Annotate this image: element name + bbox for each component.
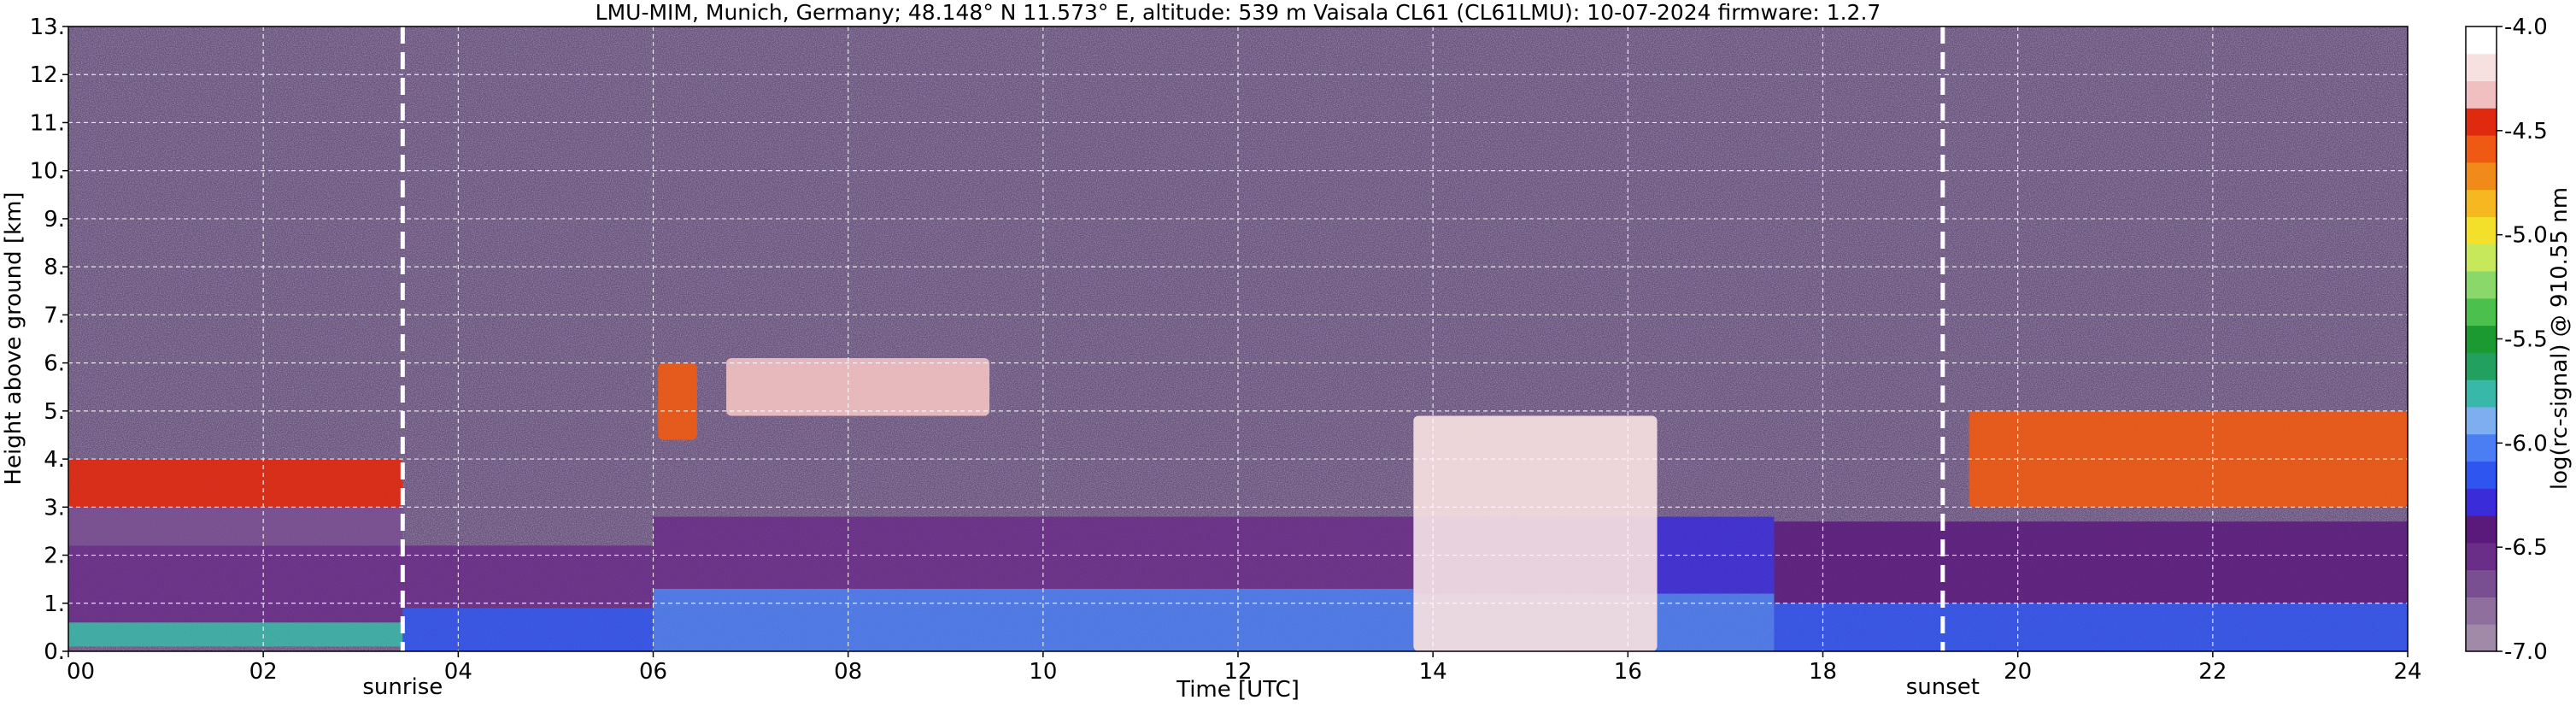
colorbar-swatch-16 <box>2466 189 2497 217</box>
y-tick-label-1: 1. <box>44 591 65 617</box>
colorbar-swatch-13 <box>2466 271 2497 299</box>
y-tick-label-3: 3. <box>44 495 65 521</box>
colorbar-swatch-8 <box>2466 406 2497 435</box>
colorbar-swatch-14 <box>2466 244 2497 272</box>
y-tick-label-2: 2. <box>44 544 65 569</box>
x-tick-label-1: 02 <box>249 659 278 685</box>
colorbar-swatch-22 <box>2466 26 2497 55</box>
colorbar-swatch-3 <box>2466 542 2497 571</box>
colorbar-tick-label-4: -5.0 <box>2504 223 2548 249</box>
y-tick-label-13: 13. <box>30 15 65 40</box>
colorbar-swatch-0 <box>2466 624 2497 652</box>
x-tick-label-0: 00 <box>67 659 95 685</box>
colorbar-swatch-15 <box>2466 216 2497 244</box>
colorbar-swatch-10 <box>2466 352 2497 380</box>
colorbar-swatch-17 <box>2466 162 2497 191</box>
x-tick-label-12: 24 <box>2393 659 2421 685</box>
signal-layers <box>68 357 2408 651</box>
aerosol-layer-9 <box>1774 603 2408 651</box>
sun-markers: sunrise sunset <box>362 26 1980 700</box>
colorbar-tick-label-6: -4.0 <box>2504 15 2548 40</box>
colorbar-ticks: -7.0 -6.5 -6.0 -5.5 -5.0 -4.5 -4.0 <box>2497 15 2548 665</box>
y-tick-label-12: 12. <box>30 62 65 88</box>
y-axis-label: Height above ground [km] <box>1 191 26 485</box>
aerosol-layer-6 <box>653 516 1414 589</box>
colorbar-swatch-6 <box>2466 461 2497 489</box>
x-tick-label-5: 10 <box>1029 659 1057 685</box>
colorbar-label: log(rc-signal) @ 910.55 nm <box>2547 187 2573 490</box>
colorbar-swatch-5 <box>2466 488 2497 516</box>
x-tick-label-8: 16 <box>1614 659 1642 685</box>
colorbar-swatch-20 <box>2466 80 2497 109</box>
cloud-layer-12 <box>658 362 697 440</box>
y-tick-label-7: 7. <box>44 303 65 328</box>
marker-label-sunrise: sunrise <box>362 674 443 700</box>
y-axis-ticks: 0. 1. 2. 3. 4. 5. 6. 7. 8. 9. 10. 11. 12. 13. <box>30 15 68 665</box>
y-tick-label-0: 0. <box>44 639 65 665</box>
colorbar <box>2466 26 2497 652</box>
x-tick-label-3: 06 <box>639 659 667 685</box>
y-tick-label-4: 4. <box>44 447 65 473</box>
x-tick-label-10: 20 <box>2004 659 2032 685</box>
colorbar-swatch-2 <box>2466 569 2497 597</box>
colorbar-tick-label-5: -4.5 <box>2504 119 2548 144</box>
colorbar-swatch-7 <box>2466 433 2497 462</box>
y-tick-label-9: 9. <box>44 207 65 232</box>
y-tick-label-10: 10. <box>30 159 65 185</box>
y-tick-label-8: 8. <box>44 255 65 280</box>
aerosol-layer-2 <box>68 507 403 546</box>
colorbar-swatch-4 <box>2466 515 2497 544</box>
x-tick-label-9: 18 <box>1809 659 1837 685</box>
aerosol-layer-4 <box>402 545 654 609</box>
y-tick-label-11: 11. <box>30 110 65 136</box>
colorbar-swatch-19 <box>2466 108 2497 136</box>
aerosol-layer-0 <box>68 622 403 647</box>
x-tick-label-4: 08 <box>834 659 862 685</box>
colorbar-tick-label-1: -6.5 <box>2504 535 2548 561</box>
x-tick-label-2: 04 <box>444 659 472 685</box>
aerosol-layer-10 <box>1774 521 2408 603</box>
y-tick-label-6: 6. <box>44 351 65 377</box>
colorbar-swatch-1 <box>2466 597 2497 625</box>
x-tick-label-7: 14 <box>1419 659 1447 685</box>
colorbar-tick-label-3: -5.5 <box>2504 327 2548 353</box>
colorbar-swatch-21 <box>2466 53 2497 82</box>
x-axis-label: Time [UTC] <box>1176 677 1300 703</box>
aerosol-layer-5 <box>653 588 1414 651</box>
cloud-layer-13 <box>726 357 990 416</box>
aerosol-layer-3 <box>402 608 654 651</box>
x-tick-label-6: 12 <box>1223 659 1252 685</box>
marker-label-sunset: sunset <box>1906 674 1980 700</box>
x-axis-ticks: 00 02 04 06 08 10 12 14 16 18 20 22 24 <box>67 651 2422 685</box>
aerosol-layer-1 <box>68 545 403 623</box>
y-tick-label-5: 5. <box>44 399 65 425</box>
colorbar-swatch-9 <box>2466 379 2497 408</box>
cloud-layer-14 <box>68 459 403 508</box>
colorbar-tick-label-2: -6.0 <box>2504 431 2548 456</box>
colorbar-swatch-12 <box>2466 297 2497 327</box>
grid-lines <box>68 26 2408 651</box>
chart-title: LMU-MIM, Munich, Germany; 48.148° N 11.5… <box>596 0 1881 25</box>
x-tick-label-11: 22 <box>2198 659 2227 685</box>
cloud-layer-15 <box>1969 410 2408 508</box>
cloud-layer-11 <box>1413 415 1658 651</box>
colorbar-swatch-18 <box>2466 135 2497 163</box>
colorbar-tick-label-0: -7.0 <box>2504 639 2548 665</box>
colorbar-swatch-11 <box>2466 325 2497 353</box>
